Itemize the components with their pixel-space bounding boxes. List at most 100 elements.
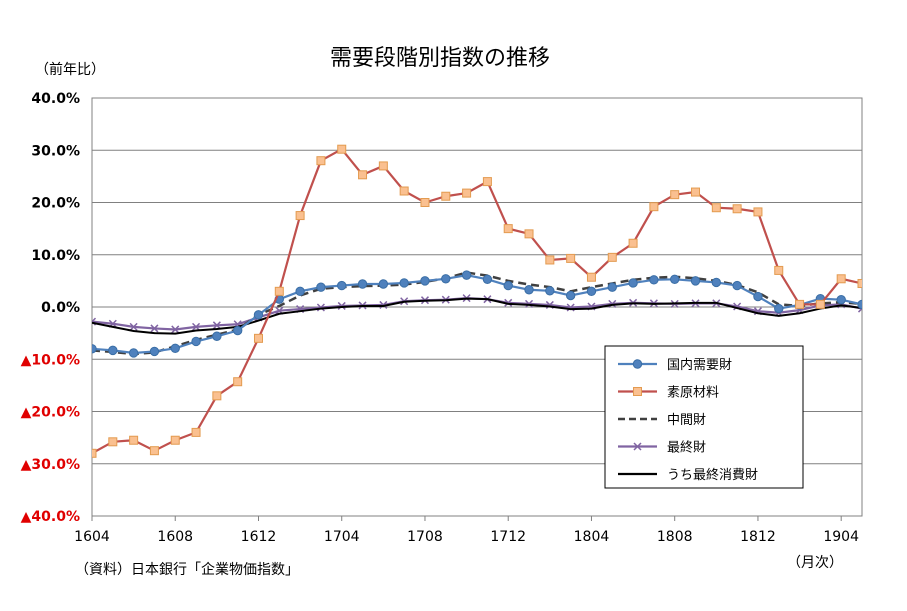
data-point [586, 272, 596, 282]
y-axis-unit-label: （前年比） [35, 61, 105, 78]
data-point [378, 279, 389, 289]
data-point [795, 299, 805, 309]
y-tick-label: ▲30.0% [21, 457, 80, 473]
data-point [691, 187, 701, 197]
data-point [628, 238, 638, 248]
data-point [732, 280, 742, 291]
data-point [524, 299, 534, 308]
data-point [232, 325, 243, 336]
data-point [128, 348, 139, 358]
data-point [524, 229, 534, 239]
x-axis-unit-label: （月次） [787, 555, 843, 571]
data-point [815, 299, 825, 309]
legend-label: 素原材料 [667, 386, 719, 401]
y-tick-label: 40.0% [31, 91, 80, 107]
data-point [316, 282, 326, 292]
data-point [170, 343, 180, 353]
data-point [670, 274, 680, 285]
legend-box [604, 345, 804, 489]
y-tick-label: 0.0% [41, 300, 80, 316]
data-point [129, 322, 138, 331]
data-point [399, 278, 409, 288]
data-point [357, 279, 368, 289]
x-tick-label: 1608 [157, 529, 193, 545]
data-point [358, 170, 368, 180]
y-axis-ticks: 40.0% 30.0% 20.0% 10.0% 0.0% ▲10.0% ▲20.0% ▲30.… [21, 91, 80, 525]
data-point [732, 204, 742, 214]
data-point [420, 198, 430, 207]
data-point [836, 294, 846, 305]
legend-marker [633, 442, 642, 451]
data-point [316, 156, 326, 166]
x-tick-label: 1712 [490, 529, 526, 545]
x-tick-label: 1708 [407, 529, 443, 545]
data-point [212, 321, 221, 330]
data-point [628, 278, 638, 288]
data-point [233, 377, 243, 387]
data-point [482, 177, 492, 187]
series-0 [92, 270, 862, 358]
data-point [504, 298, 513, 307]
data-point [566, 253, 576, 263]
data-point [711, 203, 721, 213]
data-point [441, 274, 451, 284]
legend-label: うち最終消費財 [667, 467, 758, 483]
data-point [774, 303, 784, 314]
data-point [149, 446, 159, 456]
x-tick-label: 1704 [324, 529, 360, 545]
data-point [461, 270, 472, 280]
data-point [212, 331, 222, 341]
data-point [337, 280, 347, 291]
x-axis-ticks: 1604 1608 1612 1704 1708 1712 1804 1808 1812 1904 [74, 516, 859, 545]
data-point [150, 324, 159, 333]
series-group [92, 144, 862, 458]
x-tick-label: 1904 [823, 529, 859, 545]
data-point [108, 345, 118, 356]
x-tick-label: 1808 [657, 529, 693, 545]
x-tick-label: 1812 [740, 529, 776, 545]
data-point [399, 186, 409, 196]
data-point [129, 435, 139, 445]
data-point [836, 274, 846, 284]
data-point [524, 285, 534, 295]
data-point [171, 325, 180, 334]
data-point [212, 391, 222, 401]
data-point [545, 286, 555, 296]
series-line [92, 271, 862, 356]
data-point [857, 299, 862, 310]
data-point [191, 336, 201, 347]
data-point [649, 202, 659, 212]
legend-marker [632, 359, 643, 369]
data-point [108, 437, 118, 447]
x-tick-label: 1604 [74, 529, 110, 545]
data-point [503, 224, 513, 234]
data-point [670, 190, 680, 200]
legend-label: 最終財 [667, 440, 706, 456]
x-tick-label: 1612 [241, 529, 277, 545]
series-1 [92, 144, 862, 458]
legend-label: 中間財 [667, 413, 706, 428]
series-2 [92, 271, 862, 356]
series-line [92, 297, 862, 331]
data-point [149, 346, 160, 357]
data-point [92, 344, 97, 354]
y-tick-label: 30.0% [31, 143, 80, 159]
data-point [462, 188, 472, 198]
legend-label: 国内需要財 [667, 357, 732, 373]
data-point [482, 274, 493, 285]
data-point [379, 300, 388, 309]
data-point [607, 252, 617, 262]
data-point [337, 301, 346, 310]
x-tick-label: 1804 [574, 529, 610, 545]
y-tick-label: 20.0% [31, 196, 80, 212]
data-point [586, 286, 597, 297]
data-point [170, 435, 180, 445]
data-point [253, 333, 263, 343]
data-point [274, 286, 284, 296]
legend-marker [633, 387, 642, 396]
data-point [753, 207, 763, 217]
series-4 [92, 297, 862, 335]
data-point [420, 276, 430, 286]
data-point [253, 310, 264, 320]
